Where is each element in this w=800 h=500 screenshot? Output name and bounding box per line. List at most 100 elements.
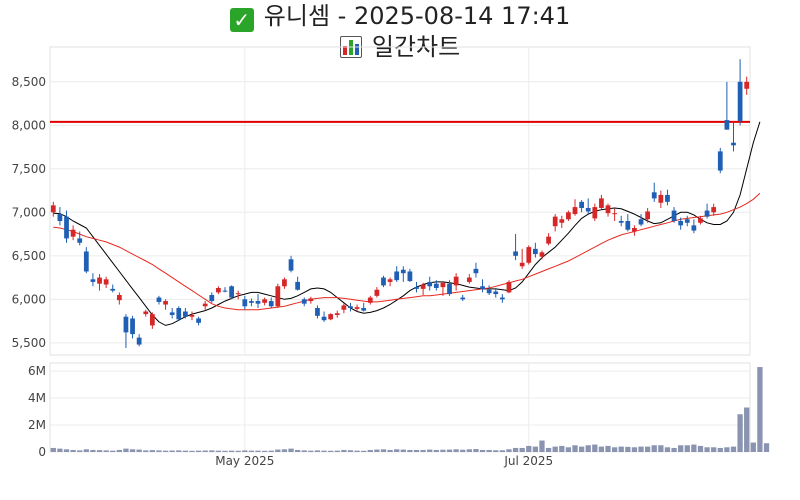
volume-bar (479, 449, 486, 452)
candlestick (262, 297, 267, 306)
volume-bar (57, 448, 63, 452)
candle-body (420, 284, 426, 289)
moving-average-5-line (53, 121, 761, 326)
volume-bar (585, 445, 591, 452)
volume-bar (440, 449, 446, 452)
volume-bar (321, 450, 327, 452)
candlestick (671, 207, 677, 223)
volume-bar (611, 447, 618, 452)
volume-bar (110, 450, 116, 452)
candle-body (678, 221, 684, 226)
volume-bar (136, 449, 142, 452)
candle-body (400, 269, 406, 274)
candlestick (321, 311, 327, 322)
volume-tick-label: 0 (38, 445, 46, 459)
candle-body (427, 281, 433, 287)
candlestick (466, 274, 472, 284)
candle-body (453, 276, 459, 286)
candlestick (149, 312, 155, 329)
candlestick (665, 189, 670, 206)
volume-bar (215, 450, 222, 452)
volume-bar (63, 449, 70, 452)
candlestick (116, 292, 122, 305)
candlestick (625, 214, 631, 232)
volume-bar (301, 450, 307, 452)
candlestick (354, 304, 360, 312)
candlestick (361, 302, 367, 312)
candlestick (77, 231, 83, 246)
volume-bar (268, 450, 274, 452)
volume-bar (651, 445, 657, 452)
candlestick (282, 277, 287, 289)
volume-bar (565, 447, 572, 452)
candle-body (255, 301, 261, 304)
candle-body (466, 277, 472, 282)
candle-body (499, 297, 505, 300)
candlestick (678, 217, 684, 230)
volume-bar (486, 449, 492, 452)
candle-body (183, 311, 188, 317)
candle-body (717, 151, 723, 171)
candle-body (407, 271, 413, 282)
candlestick (315, 305, 320, 319)
volume-bar (697, 445, 704, 452)
volume-bar (684, 445, 690, 452)
candle-body (552, 216, 558, 227)
candlestick (731, 120, 736, 152)
candlestick (57, 207, 63, 226)
candlestick (684, 215, 690, 227)
volume-bar (143, 450, 149, 452)
candle-body (130, 318, 135, 335)
volume-tick-label: 2M (28, 418, 46, 432)
volume-bar (493, 450, 499, 452)
candle-body (235, 293, 241, 295)
candlestick (651, 182, 657, 202)
candle-body (460, 297, 466, 300)
candlestick (513, 234, 518, 261)
volume-bar (380, 449, 387, 452)
candlestick (704, 203, 710, 219)
candle-body (268, 301, 274, 307)
candle-body (638, 219, 644, 225)
volume-bar (189, 450, 195, 452)
candlestick (163, 299, 168, 310)
volume-bar (552, 446, 558, 452)
candle-body (374, 289, 380, 296)
candlestick (546, 233, 551, 246)
candle-body (533, 248, 538, 255)
candlestick (638, 214, 644, 227)
candlestick (83, 247, 89, 274)
candlestick (222, 287, 228, 293)
candlestick (110, 284, 116, 293)
candle-body (645, 211, 651, 220)
candle-body (169, 312, 175, 315)
volume-bar (453, 449, 459, 452)
volume-bar (578, 446, 585, 452)
candle-body (103, 279, 109, 285)
volume-bar (446, 449, 453, 452)
candle-body (572, 207, 578, 215)
candlestick (585, 198, 591, 215)
candle-body (618, 221, 624, 223)
candle-body (110, 288, 116, 291)
candlestick (453, 273, 459, 291)
candlestick (50, 201, 56, 217)
volume-bar (295, 449, 301, 452)
candle-body (737, 81, 743, 121)
candlestick (493, 288, 499, 298)
candle-body (176, 308, 182, 320)
volume-tick-label: 6M (28, 364, 46, 378)
candlestick (202, 301, 208, 310)
volume-bar (460, 449, 466, 452)
volume-bar (222, 450, 228, 452)
volume-bar (400, 449, 406, 452)
candlestick (711, 203, 717, 216)
candlestick (143, 309, 149, 317)
volume-bar (413, 449, 420, 452)
candlestick (486, 285, 492, 295)
volume-bar (678, 445, 684, 452)
candle-body (156, 297, 162, 302)
candlestick (394, 266, 400, 282)
volume-bar (334, 450, 340, 452)
volume-bar (704, 447, 710, 452)
